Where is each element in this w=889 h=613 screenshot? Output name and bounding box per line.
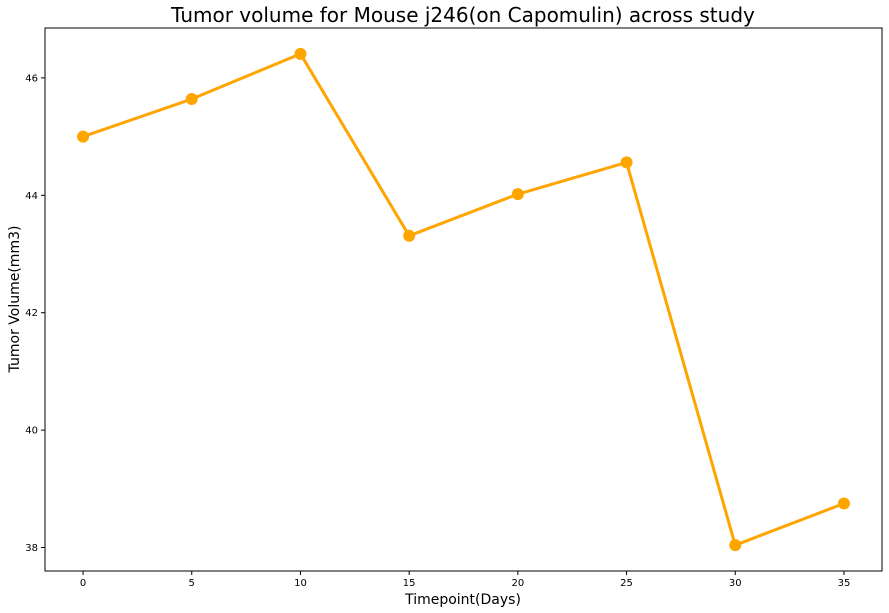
plot-area (44, 27, 883, 572)
data-point (837, 497, 850, 510)
data-point (403, 229, 416, 242)
x-tick-label: 30 (729, 578, 742, 589)
data-point (620, 156, 633, 169)
x-tick-label: 0 (80, 578, 86, 589)
y-tick-label: 42 (25, 308, 38, 319)
x-tick-label: 15 (403, 578, 416, 589)
data-point (729, 539, 742, 552)
x-tick-label: 20 (511, 578, 524, 589)
chart-title: Tumor volume for Mouse j246(on Capomulin… (170, 3, 755, 27)
y-tick-label: 46 (25, 73, 38, 84)
data-point (77, 130, 90, 143)
series-line (81, 52, 846, 547)
y-axis-label: Tumor Volume(mm3) (7, 226, 23, 374)
series-layer (77, 47, 850, 552)
x-tick-label: 25 (620, 578, 633, 589)
y-tick-label: 38 (25, 543, 38, 554)
y-tick-label: 40 (25, 426, 38, 437)
x-tick-label: 35 (838, 578, 851, 589)
data-point (185, 93, 198, 106)
data-point (511, 188, 524, 201)
x-tick-label: 10 (294, 578, 307, 589)
x-axis: 0 5 10 15 20 25 30 35 (80, 571, 850, 589)
y-axis: 38 40 42 44 46 (25, 73, 45, 554)
plot-frame (44, 27, 883, 572)
x-axis-label: Timepoint(Days) (404, 592, 521, 608)
y-tick-label: 44 (25, 191, 38, 202)
x-tick-label: 5 (189, 578, 195, 589)
data-point (294, 47, 307, 60)
